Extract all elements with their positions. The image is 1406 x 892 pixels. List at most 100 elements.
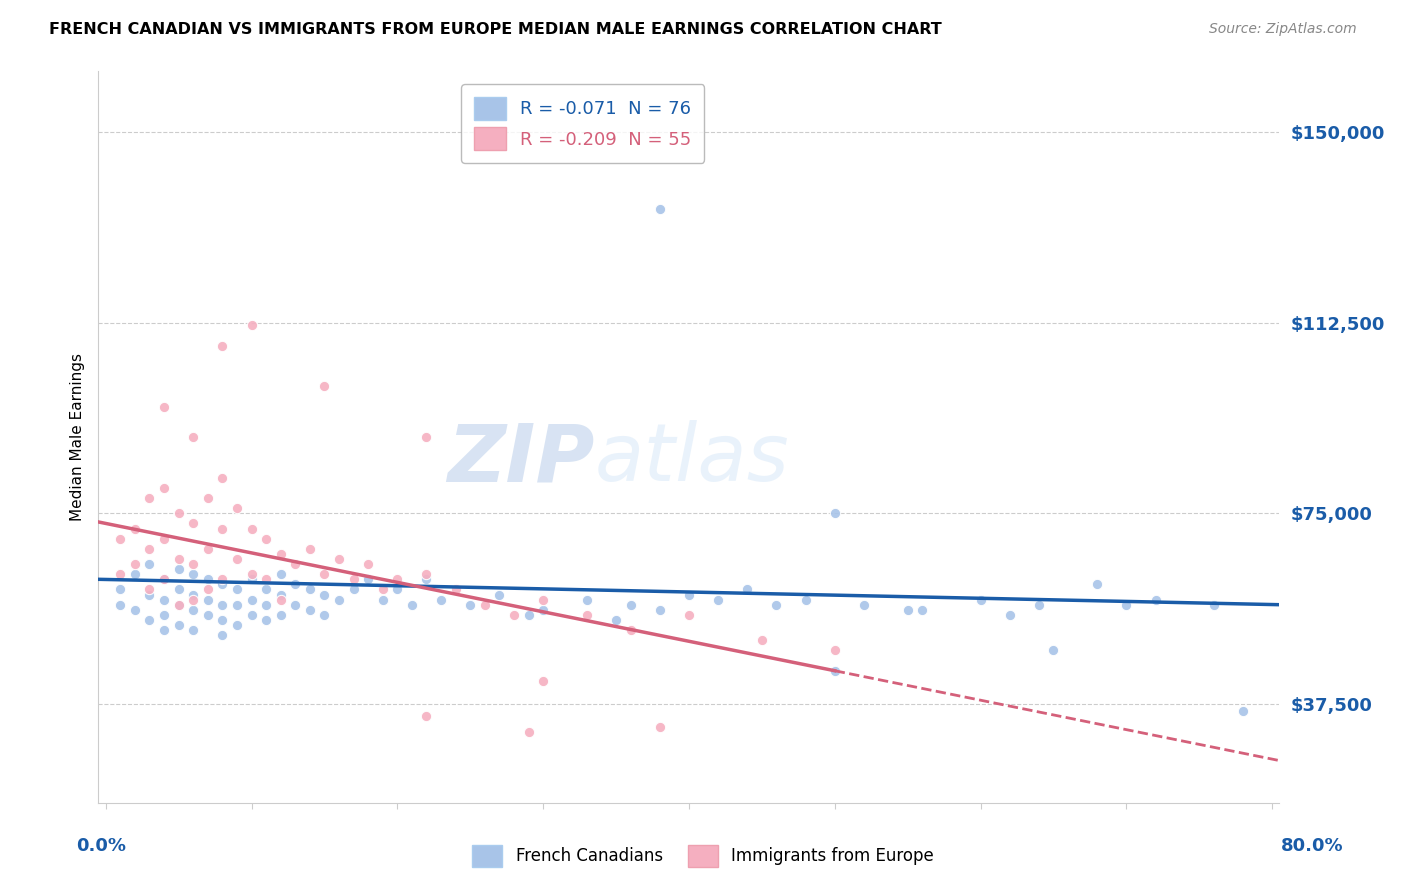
Point	[153, 400, 176, 414]
Point	[517, 724, 540, 739]
Point	[852, 598, 875, 612]
Legend: R = -0.071  N = 76, R = -0.209  N = 55: R = -0.071 N = 76, R = -0.209 N = 55	[461, 84, 704, 163]
Text: atlas: atlas	[595, 420, 789, 498]
Point	[824, 643, 846, 657]
Point	[824, 506, 846, 520]
Point	[240, 521, 263, 535]
Point	[211, 521, 233, 535]
Point	[794, 592, 817, 607]
Point	[342, 572, 364, 586]
Point	[765, 598, 787, 612]
Point	[254, 582, 277, 597]
Point	[328, 592, 350, 607]
Point	[124, 521, 146, 535]
Point	[430, 592, 453, 607]
Point	[605, 613, 627, 627]
Point	[240, 567, 263, 582]
Point	[138, 582, 160, 597]
Point	[620, 598, 643, 612]
Point	[181, 588, 204, 602]
Point	[270, 592, 292, 607]
Point	[197, 541, 219, 556]
Point	[211, 577, 233, 591]
Point	[1115, 598, 1137, 612]
Point	[110, 532, 132, 546]
Point	[197, 592, 219, 607]
Point	[401, 598, 423, 612]
Point	[167, 582, 190, 597]
Point	[488, 588, 510, 602]
Point	[110, 582, 132, 597]
Point	[138, 613, 160, 627]
Point	[531, 673, 554, 688]
Point	[254, 613, 277, 627]
Point	[648, 720, 671, 734]
Point	[197, 582, 219, 597]
Point	[911, 603, 934, 617]
Point	[270, 547, 292, 561]
Point	[270, 567, 292, 582]
Point	[211, 572, 233, 586]
Point	[167, 562, 190, 576]
Point	[575, 607, 598, 622]
Point	[678, 607, 700, 622]
Point	[707, 592, 730, 607]
Point	[517, 607, 540, 622]
Point	[110, 598, 132, 612]
Point	[153, 592, 176, 607]
Point	[240, 607, 263, 622]
Point	[124, 557, 146, 571]
Point	[270, 607, 292, 622]
Point	[1028, 598, 1050, 612]
Point	[226, 501, 249, 516]
Point	[284, 598, 307, 612]
Point	[153, 481, 176, 495]
Point	[314, 607, 336, 622]
Point	[415, 430, 437, 444]
Point	[197, 491, 219, 505]
Point	[1042, 643, 1064, 657]
Point	[969, 592, 991, 607]
Point	[211, 471, 233, 485]
Point	[181, 592, 204, 607]
Point	[226, 618, 249, 632]
Point	[678, 588, 700, 602]
Point	[897, 603, 920, 617]
Point	[181, 603, 204, 617]
Point	[124, 567, 146, 582]
Text: Source: ZipAtlas.com: Source: ZipAtlas.com	[1209, 22, 1357, 37]
Point	[1085, 577, 1108, 591]
Point	[138, 557, 160, 571]
Point	[167, 598, 190, 612]
Point	[298, 541, 321, 556]
Point	[181, 557, 204, 571]
Point	[167, 506, 190, 520]
Point	[620, 623, 643, 637]
Point	[211, 613, 233, 627]
Point	[575, 592, 598, 607]
Point	[226, 582, 249, 597]
Point	[751, 633, 773, 648]
Point	[298, 603, 321, 617]
Point	[415, 572, 437, 586]
Point	[240, 592, 263, 607]
Point	[138, 588, 160, 602]
Point	[648, 202, 671, 216]
Point	[226, 598, 249, 612]
Point	[153, 607, 176, 622]
Point	[1144, 592, 1167, 607]
Text: 0.0%: 0.0%	[76, 837, 127, 855]
Text: ZIP: ZIP	[447, 420, 595, 498]
Point	[124, 603, 146, 617]
Point	[474, 598, 496, 612]
Point	[138, 491, 160, 505]
Point	[211, 628, 233, 642]
Point	[270, 588, 292, 602]
Point	[211, 338, 233, 352]
Point	[458, 598, 481, 612]
Point	[357, 572, 380, 586]
Text: FRENCH CANADIAN VS IMMIGRANTS FROM EUROPE MEDIAN MALE EARNINGS CORRELATION CHART: FRENCH CANADIAN VS IMMIGRANTS FROM EUROP…	[49, 22, 942, 37]
Point	[240, 318, 263, 333]
Point	[153, 532, 176, 546]
Point	[387, 572, 409, 586]
